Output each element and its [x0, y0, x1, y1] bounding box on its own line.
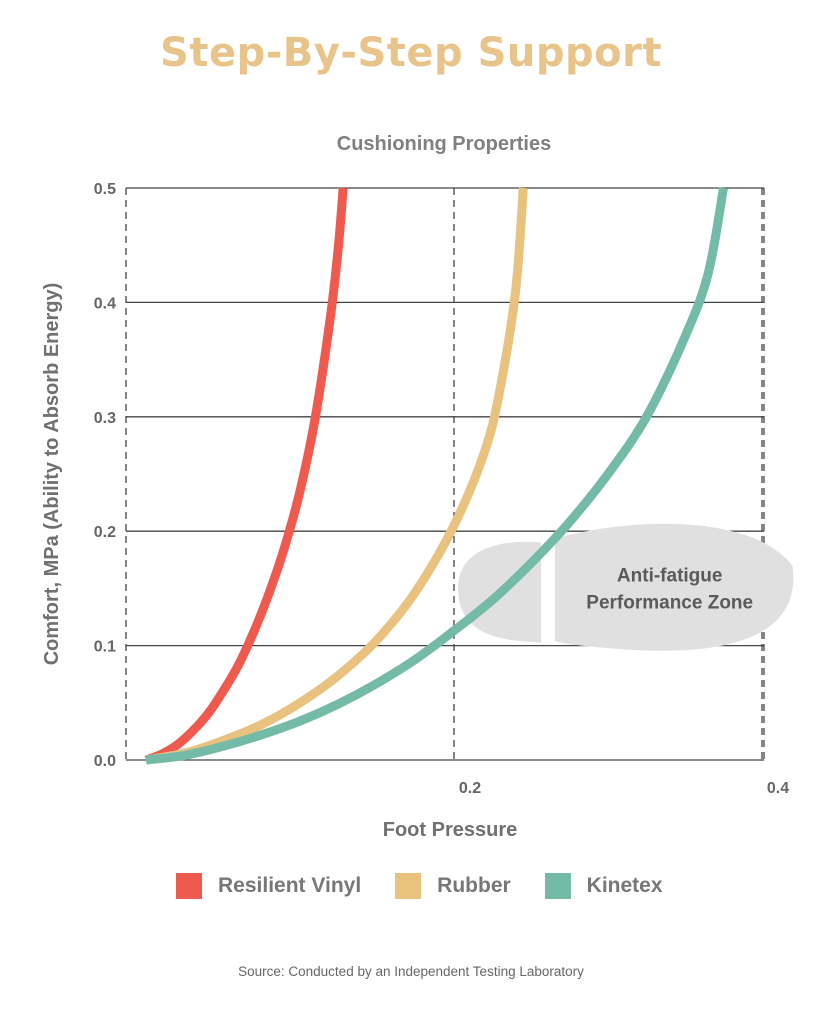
x-tick-label: 0.2	[459, 780, 481, 797]
legend-item-kinetex: Kinetex	[544, 873, 663, 899]
zone-forefoot	[555, 523, 794, 651]
grid-lines	[125, 187, 765, 761]
zone-label-line: Anti-fatigue	[617, 566, 723, 587]
series-line-resilient-vinyl	[144, 187, 348, 765]
y-tick-label: 0.0	[94, 753, 116, 770]
y-tick-label: 0.2	[94, 524, 116, 541]
legend-swatch-kinetex	[544, 873, 571, 899]
series-line-rubber	[145, 187, 528, 765]
series-lines	[144, 187, 728, 765]
y-axis-label: Comfort, MPa (Ability to Absorb Energy)	[41, 283, 63, 666]
y-tick-label: 0.3	[94, 410, 116, 427]
x-axis-label: Foot Pressure	[383, 819, 517, 841]
legend-label-resilient-vinyl: Resilient Vinyl	[218, 874, 362, 897]
legend-swatch-rubber	[395, 873, 422, 899]
legend-item-rubber: Rubber	[395, 873, 511, 899]
performance-zone: Anti-fatigue Performance Zone	[458, 523, 794, 651]
chart-title: Cushioning Properties	[336, 133, 552, 155]
series-line-kinetex	[145, 187, 728, 765]
legend-label-rubber: Rubber	[437, 874, 511, 897]
legend-swatch-resilient-vinyl	[176, 873, 202, 899]
y-tick-label: 0.4	[94, 295, 116, 312]
page-title: Step-By-Step Support	[160, 30, 662, 76]
legend-item-resilient-vinyl: Resilient Vinyl	[176, 873, 361, 899]
source-note: Source: Conducted by an Independent Test…	[238, 964, 584, 979]
y-tick-label: 0.5	[94, 181, 116, 198]
x-tick-label: 0.4	[767, 780, 789, 797]
axis-tick-labels: 0.0 0.1 0.2 0.3 0.4 0.5 0.2 0.4	[94, 181, 789, 797]
legend: Resilient Vinyl Rubber Kinetex	[176, 873, 697, 899]
y-tick-label: 0.1	[94, 639, 116, 656]
legend-label-kinetex: Kinetex	[586, 874, 663, 897]
zone-label-line: Performance Zone	[586, 593, 753, 614]
